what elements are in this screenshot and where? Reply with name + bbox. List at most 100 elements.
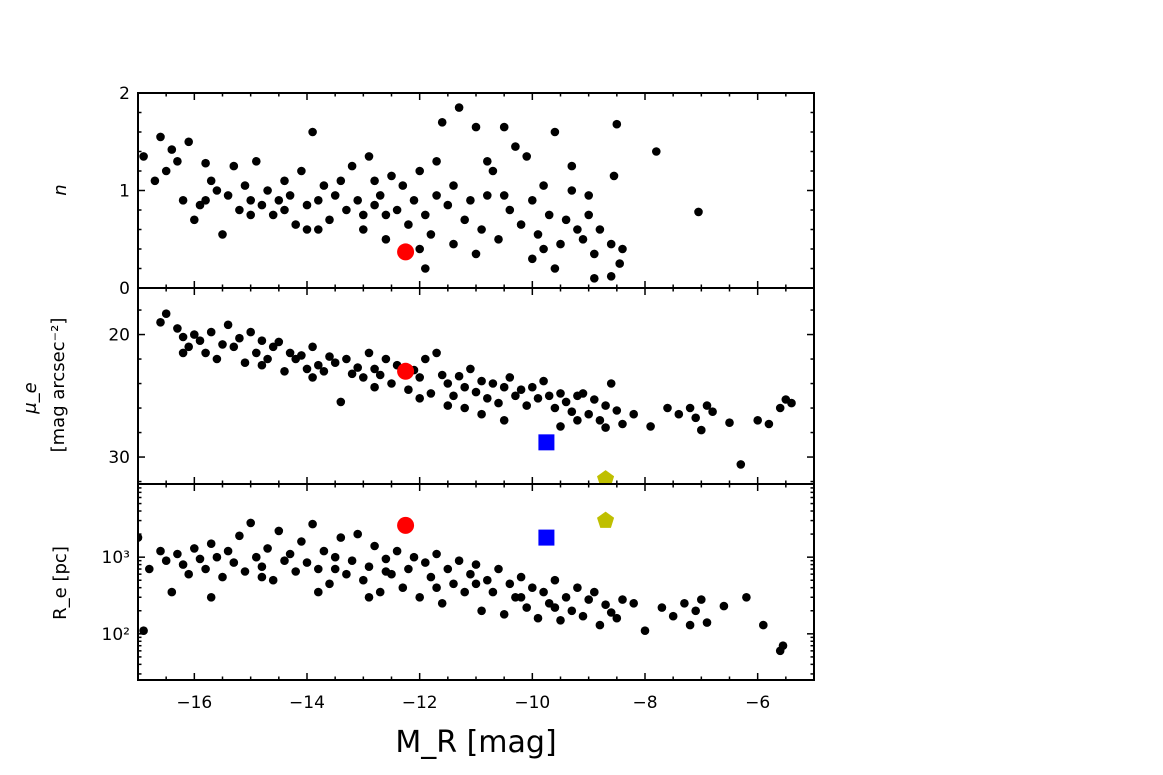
data-point: [302, 364, 312, 374]
y-tick-label: 10³: [102, 548, 130, 568]
data-point: [319, 367, 329, 376]
data-point: [449, 239, 458, 249]
data-point: [359, 575, 368, 585]
data-point: [398, 181, 408, 190]
data-point: [308, 342, 317, 352]
data-point: [640, 626, 650, 635]
data-point: [240, 567, 250, 576]
data-point: [178, 196, 188, 205]
data-point: [454, 371, 464, 381]
data-point: [263, 186, 272, 195]
data-point: [505, 205, 515, 215]
data-point: [302, 558, 312, 567]
data-point: [280, 556, 289, 565]
data-point: [550, 403, 560, 413]
data-point: [229, 342, 239, 352]
data-point: [206, 539, 216, 548]
data-point: [415, 394, 425, 403]
data-point: [375, 587, 385, 597]
data-point: [505, 373, 515, 382]
data-point: [330, 564, 340, 574]
x-tick-label: −6: [745, 693, 770, 713]
data-point: [325, 215, 334, 225]
data-point: [606, 608, 616, 617]
data-point: [595, 620, 605, 630]
data-point: [615, 259, 624, 268]
data-point: [578, 389, 588, 398]
data-point: [477, 225, 486, 234]
data-point: [178, 348, 188, 358]
data-point: [528, 583, 537, 592]
data-point: [212, 552, 222, 562]
data-point: [370, 364, 379, 374]
data-point: [223, 546, 233, 556]
data-point: [201, 348, 210, 358]
data-point: [297, 537, 306, 546]
data-point: [544, 210, 554, 220]
data-point: [522, 152, 531, 161]
data-point: [437, 370, 447, 380]
data-point: [612, 406, 622, 415]
data-point: [742, 593, 751, 602]
data-point: [404, 220, 413, 229]
data-point: [212, 186, 222, 195]
data-point: [460, 382, 470, 392]
data-point: [167, 587, 177, 597]
data-point: [359, 373, 368, 382]
data-point: [499, 382, 509, 392]
data-point: [437, 118, 447, 127]
data-point: [314, 564, 323, 574]
data-point: [195, 554, 205, 564]
data-point: [483, 575, 492, 585]
data-point: [556, 616, 565, 625]
highlight-circle-marker: [397, 362, 415, 380]
highlight-pentagon-marker: [597, 511, 615, 528]
data-point: [161, 556, 171, 565]
data-point: [229, 558, 239, 567]
data-point: [364, 152, 374, 161]
data-point: [280, 176, 289, 186]
data-point: [584, 595, 593, 604]
data-point: [601, 600, 610, 609]
data-point: [612, 613, 622, 623]
data-point: [325, 352, 334, 361]
data-point: [685, 620, 695, 630]
data-point: [353, 196, 363, 205]
data-point: [499, 191, 509, 200]
data-point: [291, 567, 301, 576]
data-point: [432, 348, 441, 358]
data-point: [359, 225, 368, 234]
data-point: [285, 191, 295, 200]
data-point: [533, 394, 543, 403]
data-point: [246, 518, 255, 528]
data-point: [426, 572, 436, 582]
data-point: [302, 225, 312, 234]
data-point: [618, 595, 627, 604]
data-point: [223, 191, 233, 200]
highlight-pentagon-marker: [597, 470, 615, 484]
data-point: [432, 157, 441, 166]
xlabel: M_R [mag]: [395, 725, 556, 760]
data-point: [590, 249, 599, 259]
data-point: [753, 416, 762, 425]
data-point: [263, 354, 272, 364]
data-point: [291, 220, 301, 229]
data-point: [618, 244, 627, 254]
ylabel-re: R_e [pc]: [50, 546, 71, 620]
data-point: [449, 391, 458, 401]
data-point: [387, 379, 396, 388]
data-point: [404, 385, 413, 395]
data-point: [353, 363, 363, 372]
data-point: [657, 603, 667, 612]
data-point: [364, 593, 374, 602]
data-point: [195, 200, 205, 210]
data-point: [421, 210, 430, 220]
data-point: [584, 210, 593, 220]
data-point: [778, 641, 788, 650]
y-tick-label: 0: [119, 279, 130, 299]
y-tick-label: 1: [119, 182, 130, 202]
data-point: [567, 606, 577, 616]
data-point: [229, 161, 239, 171]
data-point: [370, 382, 379, 392]
data-point: [606, 379, 616, 388]
